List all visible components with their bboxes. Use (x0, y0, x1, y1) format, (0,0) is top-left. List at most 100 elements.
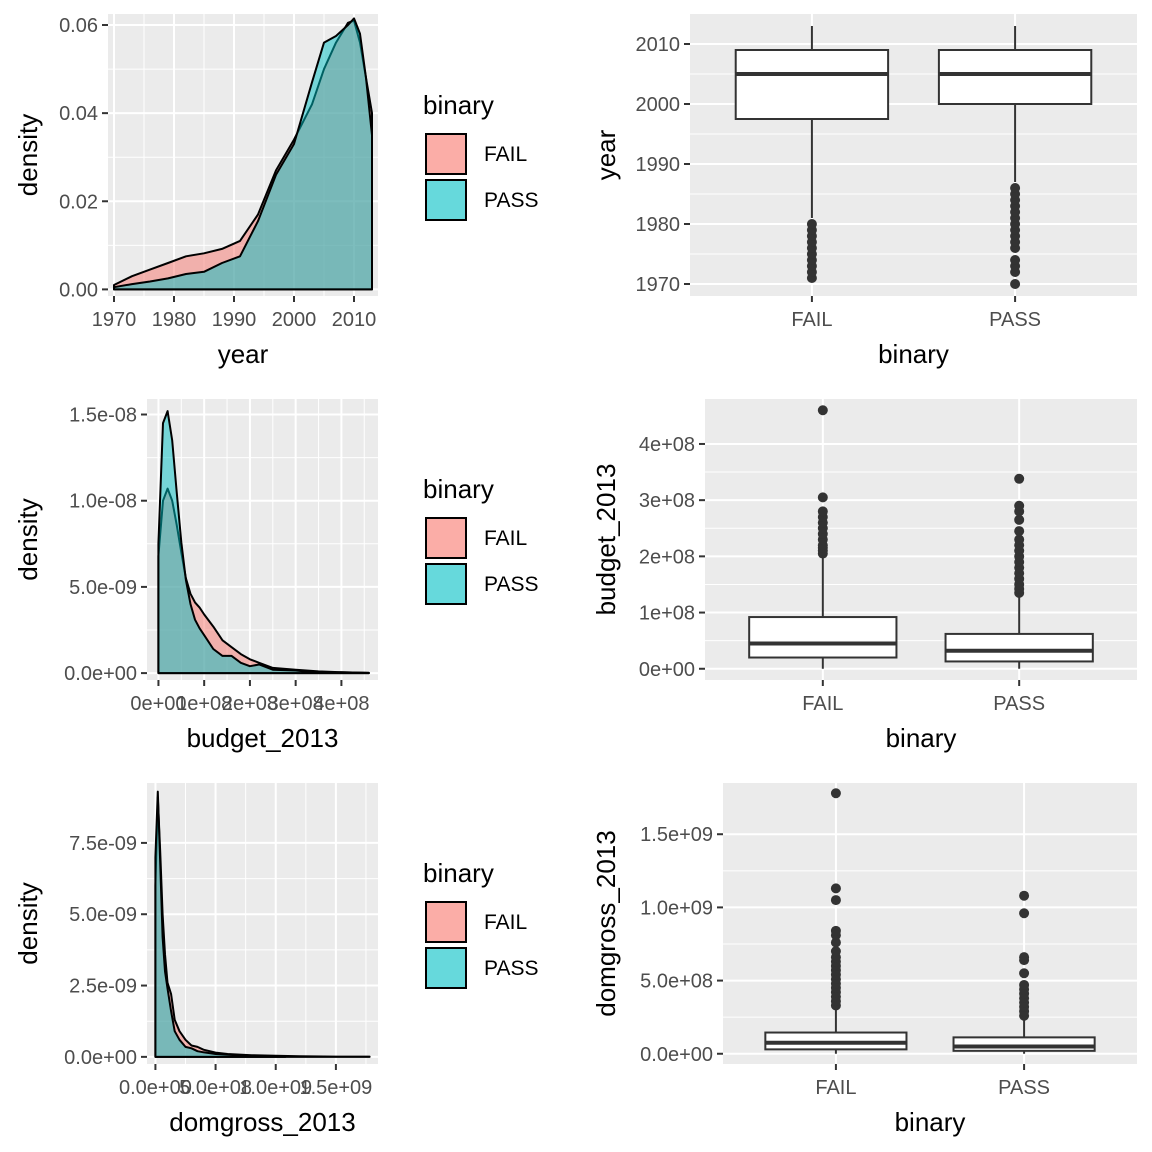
panel-4-tick-label-y: 0e+00 (639, 659, 695, 681)
panel-1-x-axis-title: year (218, 339, 269, 369)
panel-2-x-axis-title: binary (878, 339, 949, 369)
panel-6-box-fail-outlier (830, 946, 841, 957)
panel-4-box-pass-outlier (1014, 526, 1025, 537)
panel-1-tick-label-x: 1970 (92, 309, 137, 331)
panel-4-tick-label-y: 2e+08 (639, 546, 695, 568)
panel-4-tick-label-y: 3e+08 (639, 490, 695, 512)
panel-4-box-fail (748, 405, 898, 669)
panel-4: 0e+00 1e+08 2e+08 3e+08 4e+08 FAIL PASS binary b… (591, 399, 1137, 753)
panel-2-box-fail-iqr (734, 49, 890, 120)
panel-2-tick-label-y: 2010 (636, 34, 681, 56)
panel-3-tick-label-y: 1.5e-08 (69, 405, 137, 427)
panel-3-x-axis-title: budget_2013 (187, 723, 339, 753)
panel-1-tick-label-y: 0.02 (59, 191, 98, 213)
panel-1-density-pass (113, 17, 373, 291)
panel-3-legend-key-fail (425, 517, 467, 559)
panel-5-legend-label-pass: PASS (484, 957, 538, 980)
panel-5-tick-label-x: 1.5e+09 (299, 1077, 372, 1099)
panel-4-box-pass (944, 473, 1094, 669)
panel-2-tick-label-y: 1990 (636, 154, 681, 176)
panel-3-y-axis-title: density (13, 498, 43, 580)
panel-6-tick-label-x: PASS (998, 1077, 1050, 1099)
panel-3-legend-key-pass (425, 563, 467, 605)
panel-4-box-pass-iqr (944, 632, 1094, 663)
panel-3-tick-label-x: 1e+08 (176, 693, 232, 715)
panel-5-density-pass (154, 790, 287, 1058)
panel-2-tick-label-y: 1980 (636, 214, 681, 236)
panel-2-tick-label-x: FAIL (791, 309, 832, 331)
panel-3: 0.0e+00 5.0e-09 1.0e-08 1.5e-08 0e+001e+082e… (13, 399, 538, 753)
panel-5-legend-label-fail: FAIL (484, 911, 527, 934)
panel-6-box-fail-outlier (830, 937, 841, 948)
panel-4-tick-label-x: PASS (993, 693, 1045, 715)
panel-2-tick-label-y: 1970 (636, 274, 681, 296)
panel-4-box-fail-outlier (817, 506, 828, 517)
panel-6-box-pass-outlier (1019, 952, 1030, 963)
panel-5-tick-label-x: 0.0e+00 (119, 1077, 192, 1099)
panel-2-box-pass (937, 26, 1093, 289)
panel-4-y-axis-title: budget_2013 (591, 464, 621, 616)
panel-6-box-fail-outlier (830, 895, 841, 906)
panel-6-box-pass (952, 890, 1096, 1054)
panel-1-tick-label-x: 1990 (212, 309, 257, 331)
panel-6-x-axis-title: binary (895, 1107, 966, 1137)
panel-1-y-axis-title: density (13, 114, 43, 196)
panel-5: 0.0e+002.5e-095.0e-097.5e-090.0e+005.0e+… (13, 783, 538, 1137)
panel-1-tick-label-x: 1980 (152, 309, 197, 331)
panel-4-box-pass-outlier (1014, 514, 1025, 525)
panel-4-box-pass-outlier (1014, 534, 1025, 545)
panel-3-tick-label-x: 3e+08 (268, 693, 324, 715)
panel-5-tick-label-y: 2.5e-09 (69, 976, 137, 998)
panel-4-box-pass-outlier (1014, 473, 1025, 484)
panel-6-tick-label-y: 0.0e+00 (640, 1044, 713, 1066)
panel-5-tick-label-y: 7.5e-09 (69, 833, 137, 855)
panel-6-background (723, 783, 1137, 1064)
panel-6-box-pass-outlier (1019, 968, 1030, 979)
panel-6-box-pass-outlier (1019, 979, 1030, 990)
panel-4-box-pass-outlier (1014, 500, 1025, 511)
panel-6-box-fail-outlier (830, 925, 841, 936)
panel-3-tick-label-x: 4e+08 (313, 693, 369, 715)
panel-5-tick-label-y: 5.0e-09 (69, 904, 137, 926)
panel-6-tick-label-y: 1.0e+09 (640, 897, 713, 919)
panel-2: 1970 1980 1990 2000 2010 FAIL PASS binary year (591, 14, 1137, 369)
panel-1-legend-label-fail: FAIL (484, 143, 527, 166)
panel-1: 0.00 0.02 0.04 0.06 1970 1980 1990 2000 2010 year… (13, 14, 538, 369)
panel-6-box-fail (764, 788, 908, 1054)
panel-2-tick-label-x: PASS (989, 309, 1041, 331)
panel-3-legend-label-pass: PASS (484, 573, 538, 596)
panel-3-tick-label-y: 1.0e-08 (69, 491, 137, 513)
panel-4-tick-label-x: FAIL (802, 693, 843, 715)
panel-6: 0.0e+00 5.0e+08 1.0e+09 1.5e+09 FAIL PASS bina… (591, 783, 1137, 1137)
panel-6-y-axis-title: domgross_2013 (591, 830, 621, 1016)
panel-6-tick-label-y: 5.0e+08 (640, 971, 713, 993)
panel-6-box-pass-iqr (952, 1036, 1096, 1052)
panel-5-x-axis-title: domgross_2013 (169, 1107, 355, 1137)
panel-6-box-fail-outlier (830, 788, 841, 799)
panel-3-tick-label-x: 0e+00 (130, 693, 186, 715)
panel-2-y-axis-title: year (591, 129, 621, 180)
panel-5-tick-label-x: 5.0e+08 (179, 1077, 252, 1099)
panel-2-box-fail (734, 26, 890, 283)
panel-2-box-pass-outlier (1010, 255, 1021, 265)
panel-5-legend: binary FAIL PASS (423, 858, 538, 989)
panel-1-legend-title: binary (423, 90, 494, 120)
panel-6-box-pass-outlier (1019, 890, 1030, 901)
panel-4-x-axis-title: binary (886, 723, 957, 753)
panel-3-density-pass (157, 410, 370, 675)
panel-5-legend-title: binary (423, 858, 494, 888)
panel-5-tick-label-y: 0.0e+00 (64, 1047, 137, 1069)
panel-6-tick-label-x: FAIL (815, 1077, 856, 1099)
panel-1-legend: binary FAIL PASS (423, 90, 538, 221)
panel-1-tick-label-x: 2010 (332, 309, 377, 331)
panel-4-box-fail-outlier (817, 405, 828, 416)
panel-2-tick-label-y: 2000 (636, 94, 681, 116)
panel-6-box-pass-outlier (1019, 908, 1030, 919)
panel-1-tick-label-y: 0.04 (59, 103, 98, 125)
panel-6-tick-label-y: 1.5e+09 (640, 824, 713, 846)
panel-4-tick-label-y: 1e+08 (639, 603, 695, 625)
panel-1-legend-key-pass (425, 179, 467, 221)
panel-3-tick-label-y: 0.0e+00 (64, 663, 137, 685)
panel-5-background (147, 783, 378, 1064)
